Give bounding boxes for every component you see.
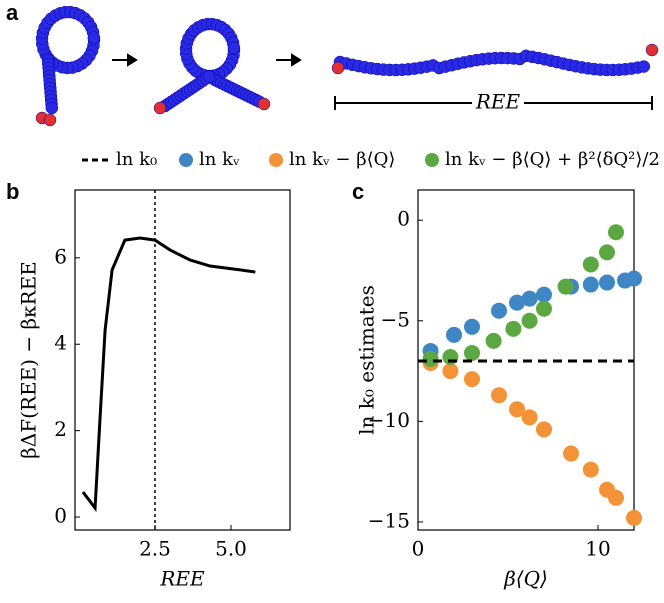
x-tick-label: 10: [585, 537, 610, 561]
point: [505, 320, 522, 337]
x-tick-label: 2.5: [139, 537, 171, 561]
x-axis-label: REE: [159, 567, 205, 591]
bead: [227, 41, 241, 55]
y-tick-label: −10: [368, 408, 410, 432]
y-tick-label: 2: [54, 417, 67, 441]
y-axis-label: βΔF(REE) − βκREE: [17, 261, 41, 459]
legend-text: ln kᵥ: [199, 149, 240, 170]
point: [608, 224, 624, 241]
point: [582, 461, 599, 478]
label-bg: [472, 90, 524, 116]
y-tick-label: 0: [397, 207, 410, 231]
bead: [153, 101, 167, 115]
legend-text: ln k₀: [116, 149, 157, 170]
point: [521, 290, 538, 307]
legend-marker: [425, 153, 439, 167]
data-line: [81, 236, 256, 513]
point: [464, 318, 480, 335]
y-tick-label: 6: [54, 244, 67, 268]
point: [509, 294, 525, 311]
point: [485, 332, 502, 349]
point: [442, 348, 459, 365]
point: [521, 312, 538, 329]
point: [582, 276, 599, 293]
point: [557, 278, 574, 295]
plot-frame: [74, 189, 291, 531]
point: [521, 409, 538, 426]
point: [599, 244, 615, 261]
legend-text: ln kᵥ − β⟨Q⟩ + β²⟨δQ²⟩/2: [445, 149, 660, 170]
y-tick-label: 4: [54, 331, 67, 355]
panel-label: b: [6, 179, 19, 204]
point: [464, 371, 480, 388]
point: [626, 509, 642, 526]
x-tick-label: 5.0: [215, 537, 247, 561]
point: [608, 489, 624, 506]
point: [599, 274, 615, 291]
bead: [43, 113, 57, 127]
point: [536, 300, 552, 317]
point: [446, 326, 462, 343]
bead: [645, 43, 659, 57]
point: [509, 401, 525, 418]
polymer-illustration: [35, 5, 659, 127]
y-tick-label: 0: [54, 504, 67, 528]
bead: [637, 60, 651, 73]
panel-label: c: [352, 179, 364, 204]
point: [491, 302, 507, 319]
point: [582, 256, 599, 273]
bead: [202, 70, 216, 83]
point: [491, 387, 507, 404]
legend-marker: [269, 153, 283, 167]
x-tick-label: 0: [412, 537, 425, 561]
x-axis-label: β⟨Q⟩: [503, 567, 548, 591]
panel-label: a: [6, 0, 19, 25]
bead: [87, 31, 101, 44]
bead: [257, 97, 271, 111]
y-axis-label: ln k₀ estimates: [355, 285, 379, 435]
point: [464, 344, 480, 361]
legend-marker: [179, 153, 193, 167]
y-tick-label: −5: [381, 307, 410, 331]
point: [536, 421, 552, 438]
legend-text: ln kᵥ − β⟨Q⟩: [289, 149, 395, 170]
bead: [331, 61, 345, 75]
y-tick-label: −15: [368, 508, 410, 532]
point: [536, 286, 552, 303]
point: [563, 445, 579, 462]
point: [626, 270, 642, 287]
point: [422, 350, 439, 367]
point: [442, 363, 459, 380]
bead: [45, 101, 59, 115]
ree-label: REE: [475, 90, 521, 114]
